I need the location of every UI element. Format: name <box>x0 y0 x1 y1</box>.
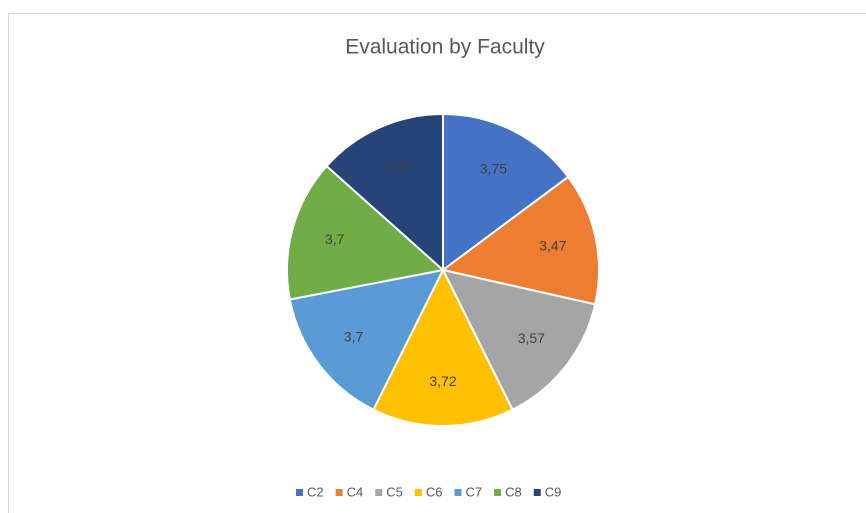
pie-slice <box>442 112 570 272</box>
data-label: 3,47 <box>539 237 566 253</box>
legend-label: C2 <box>307 484 324 499</box>
data-label: 3,57 <box>518 330 545 346</box>
data-label: 3,7 <box>325 231 345 247</box>
pie-slice <box>286 164 446 301</box>
legend-label: C4 <box>347 484 364 499</box>
pie-slice <box>441 268 597 411</box>
data-label: 3,72 <box>429 373 456 389</box>
data-label: 3,75 <box>480 160 507 176</box>
legend-swatch <box>296 489 303 496</box>
pie-slice <box>288 268 445 411</box>
legend-label: C7 <box>466 484 483 499</box>
data-label: 3,7 <box>344 329 364 345</box>
pie-slice <box>440 175 600 306</box>
legend-swatch <box>494 489 502 496</box>
legend: C2 C4 C5 C6 C7 C8 C9 <box>296 484 561 499</box>
legend-swatch <box>533 489 541 496</box>
pie-slice <box>372 267 514 427</box>
legend-label: C5 <box>386 484 403 499</box>
pie: 3,75 3,47 3,57 3,72 3,7 3,7 3,39 <box>286 112 600 427</box>
data-label: 3,39 <box>383 158 410 174</box>
legend-swatch <box>454 489 462 496</box>
pie-slice <box>325 112 444 273</box>
chart-title: Evaluation by Faculty <box>345 36 545 59</box>
legend-swatch <box>335 489 343 496</box>
legend-label: C6 <box>426 484 443 499</box>
legend-swatch <box>414 489 422 496</box>
legend-label: C8 <box>505 484 522 499</box>
legend-swatch <box>375 489 383 496</box>
legend-label: C9 <box>545 484 562 499</box>
